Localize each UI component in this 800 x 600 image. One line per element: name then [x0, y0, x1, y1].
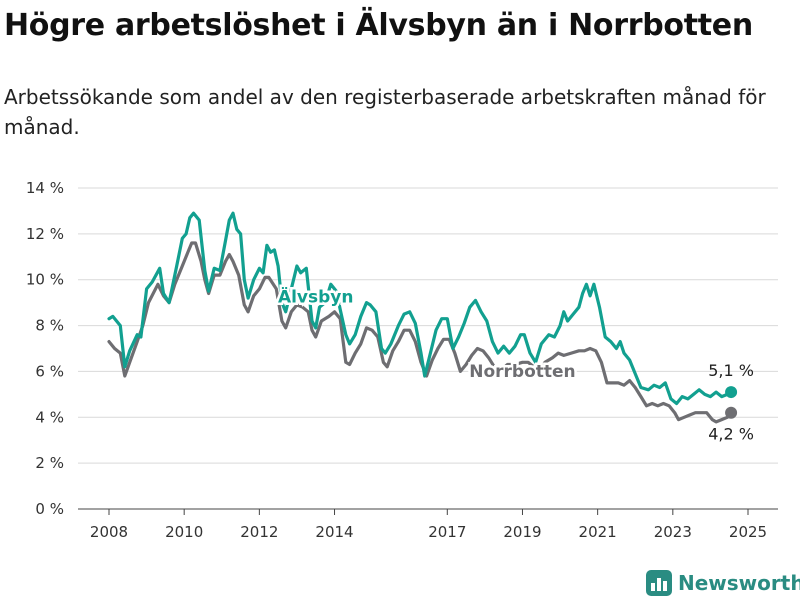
y-tick-label: 6 % [35, 362, 64, 380]
y-tick-label: 14 % [26, 179, 64, 197]
series-line-lvsbyn [107, 211, 733, 406]
x-tick-label: 2021 [579, 523, 617, 541]
x-tick-label: 2008 [90, 523, 128, 541]
x-tick-label: 2012 [240, 523, 278, 541]
series-end-label: 4,2 % [708, 425, 754, 444]
x-tick-label: 2017 [428, 523, 466, 541]
y-tick-label: 4 % [35, 408, 64, 426]
page-subtitle: Arbetssökande som andel av den registerb… [4, 85, 766, 139]
y-tick-label: 12 % [26, 225, 64, 243]
series-end-dot [725, 386, 738, 399]
x-tick-label: 2019 [503, 523, 541, 541]
y-tick-label: 8 % [35, 317, 64, 335]
x-tick-label: 2025 [729, 523, 767, 541]
x-tick-label: 2014 [315, 523, 353, 541]
y-tick-label: 2 % [35, 454, 64, 472]
series-end-label: 5,1 % [708, 361, 754, 380]
series-line-norrbotten [107, 241, 733, 424]
bar-chart-logo-icon [646, 570, 672, 596]
brand-name: Newsworthy [678, 571, 800, 595]
x-tick-label: 2023 [654, 523, 692, 541]
series-name-label: Älvsbyn [278, 286, 354, 308]
x-tick-label: 2010 [165, 523, 203, 541]
series-end-dot [725, 406, 738, 419]
y-tick-label: 10 % [26, 271, 64, 289]
brand-logo: Newsworthy [646, 568, 800, 598]
y-tick-label: 0 % [35, 500, 64, 518]
page-title: Högre arbetslöshet i Älvsbyn än i Norrbo… [4, 8, 753, 43]
series-name-label: Norrbotten [469, 362, 575, 382]
